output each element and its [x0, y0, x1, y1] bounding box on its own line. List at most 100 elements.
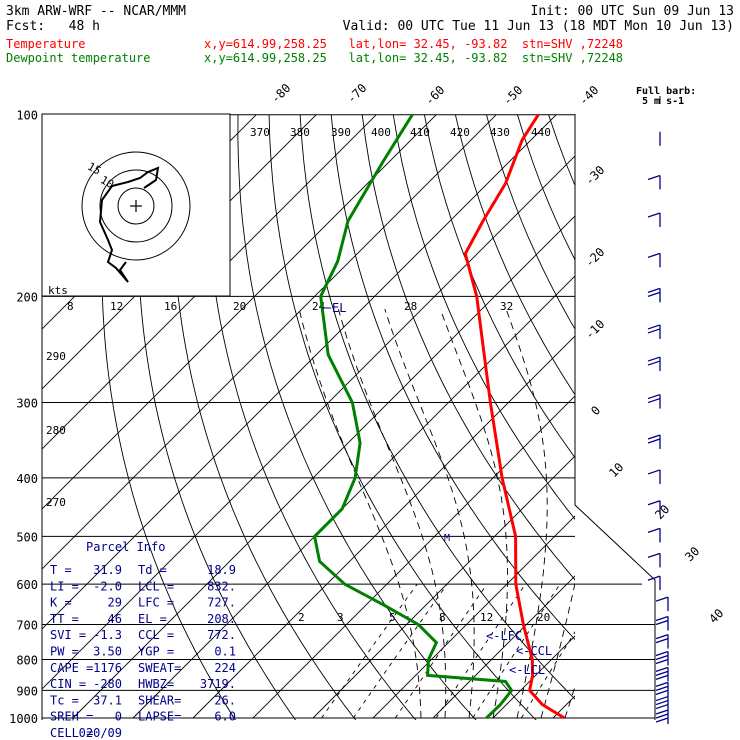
parcel-info-cell: 208.	[207, 612, 236, 626]
mixing-ratio-label: 8	[439, 611, 446, 624]
pressure-label: 900	[16, 684, 38, 698]
parcel-info-cell: 26.	[214, 693, 236, 707]
wind-barb-flag	[647, 552, 661, 558]
theta-label: 420	[450, 126, 470, 139]
wind-barb-flag	[647, 212, 661, 218]
pressure-label: 600	[16, 578, 38, 592]
wind-barb-flag	[647, 324, 661, 330]
wind-barb-flag	[647, 527, 661, 534]
wind-barb-flag	[647, 252, 661, 258]
pressure-label: 700	[16, 619, 38, 633]
theta-label: 400	[371, 126, 391, 139]
wind-barb-flag	[655, 638, 669, 644]
pressure-label: 800	[16, 654, 38, 668]
lfc-marker: <-LFC	[486, 629, 522, 643]
wind-barb-flag	[655, 709, 669, 715]
pressure-label: 300	[16, 397, 38, 411]
parcel-info-cell: 3.50	[93, 645, 122, 659]
parcel-info-box: Parcel Info T = 31.9 Td = 18.9 LI = -2.0 LCL =…	[50, 540, 236, 740]
pressure-axis-labels: 100 200 300 400 500 600 700 800 900 1000	[9, 109, 38, 726]
wind-speed-label: 16	[164, 300, 177, 313]
wind-barb-flag	[655, 650, 669, 657]
mixing-ratio-label: 12	[480, 611, 493, 624]
isotherm-label: -40	[576, 83, 601, 108]
parcel-info-cell: CIN =	[50, 677, 86, 691]
el-marker: EL	[332, 301, 346, 315]
theta-label: 430	[490, 126, 510, 139]
wind-barb-flag	[655, 654, 669, 661]
level-annotations: EL M <-LFC <-CCL <-LCL	[322, 301, 552, 677]
wind-barb-flag	[647, 575, 661, 581]
model-title: 3km ARW-WRF -- NCAR/MMM	[6, 4, 186, 19]
parcel-info-cell: Td =	[138, 563, 167, 577]
wind-barb-flag	[647, 287, 661, 293]
parcel-info-cell: 46	[108, 612, 122, 626]
parcel-info-cell: PW =	[50, 645, 79, 659]
parcel-info-cell: LCL =	[138, 579, 174, 593]
isotherm-label: 30	[682, 544, 702, 564]
parcel-info-cell: TT =	[50, 612, 79, 626]
barb-legend-title: Full barb:	[636, 86, 696, 97]
profiles	[312, 114, 566, 720]
legend-temperature-label: Temperature	[6, 37, 85, 51]
wind-barb-flag	[647, 500, 661, 506]
wind-barb-flag	[647, 291, 661, 297]
parcel-info-cell: CELL =	[50, 726, 93, 740]
wind-speed-label: 32	[500, 300, 513, 313]
wind-barb-flag	[647, 328, 661, 334]
legend-dewpoint-label: Dewpoint temperature	[6, 51, 151, 65]
isotherm-label: -20	[582, 245, 607, 270]
theta-label: 390	[331, 126, 351, 139]
pressure-label: 1000	[9, 712, 38, 726]
wind-barb-flag	[655, 681, 669, 688]
theta-label: 270	[46, 496, 66, 509]
barb-legend-value: 5 m s-1	[642, 96, 684, 107]
parcel-info-cell: 1176	[93, 661, 122, 675]
pressure-label: 400	[16, 472, 38, 486]
parcel-info-cell: 0	[115, 710, 122, 724]
forecast-hour: Fcst: 48 h	[6, 19, 100, 34]
wind-barb-flag	[655, 634, 669, 640]
parcel-info-cell: Tc =	[50, 693, 79, 707]
wind-barb-flag	[655, 674, 669, 681]
isotherm-label: 20	[652, 502, 672, 522]
moist-adiabat-lines	[298, 308, 575, 719]
wind-barb-flag	[655, 699, 669, 706]
isotherm-label: -50	[500, 83, 525, 108]
hodograph-tail	[118, 261, 129, 283]
parcel-info-cell: -280	[93, 677, 122, 691]
parcel-info-cell: 020/09	[79, 726, 122, 740]
wind-barb-flag	[647, 397, 661, 404]
parcel-info-cell: LAPSE=	[138, 710, 181, 724]
wind-speed-unit: kts	[48, 284, 68, 297]
wind-barb-flag	[655, 596, 669, 602]
isotherm-label: -80	[268, 81, 293, 106]
wind-speed-label: 12	[110, 300, 123, 313]
mixing-ratio-labels: 2 3 5 8 12 20	[298, 611, 550, 624]
hodograph-inset: 15 10	[41, 113, 231, 297]
parcel-info-cell: EL =	[138, 612, 167, 626]
parcel-info-cell: YGP =	[138, 645, 174, 659]
isotherm-label: -70	[344, 81, 369, 106]
hodograph-trace	[98, 166, 160, 283]
wind-barb-flag	[647, 469, 661, 475]
wind-barb-flag	[655, 685, 669, 692]
pressure-label: 200	[16, 290, 38, 304]
theta-label: 280	[46, 424, 66, 437]
theta-label: 440	[531, 126, 551, 139]
wind-barb-flag	[655, 615, 669, 622]
parcel-info-cell: T =	[50, 563, 72, 577]
wind-barb-flag	[655, 666, 669, 673]
wind-speed-label: 8	[67, 300, 74, 313]
wind-barb-flag	[655, 670, 669, 677]
parcel-info-cell: SVI =	[50, 628, 86, 642]
isotherm-label: 10	[606, 460, 626, 480]
parcel-info-cell: HWBZ=	[138, 677, 174, 691]
mixing-ratio-label: 2	[298, 611, 305, 624]
parcel-info-cell: 772.	[207, 628, 236, 642]
parcel-info-cell: K =	[50, 596, 72, 610]
wind-barb-flag	[655, 703, 669, 710]
parcel-info-cell: 3719.	[200, 677, 236, 691]
wind-barb-flag	[655, 695, 669, 702]
parcel-info-cell: SREH =	[50, 710, 93, 724]
